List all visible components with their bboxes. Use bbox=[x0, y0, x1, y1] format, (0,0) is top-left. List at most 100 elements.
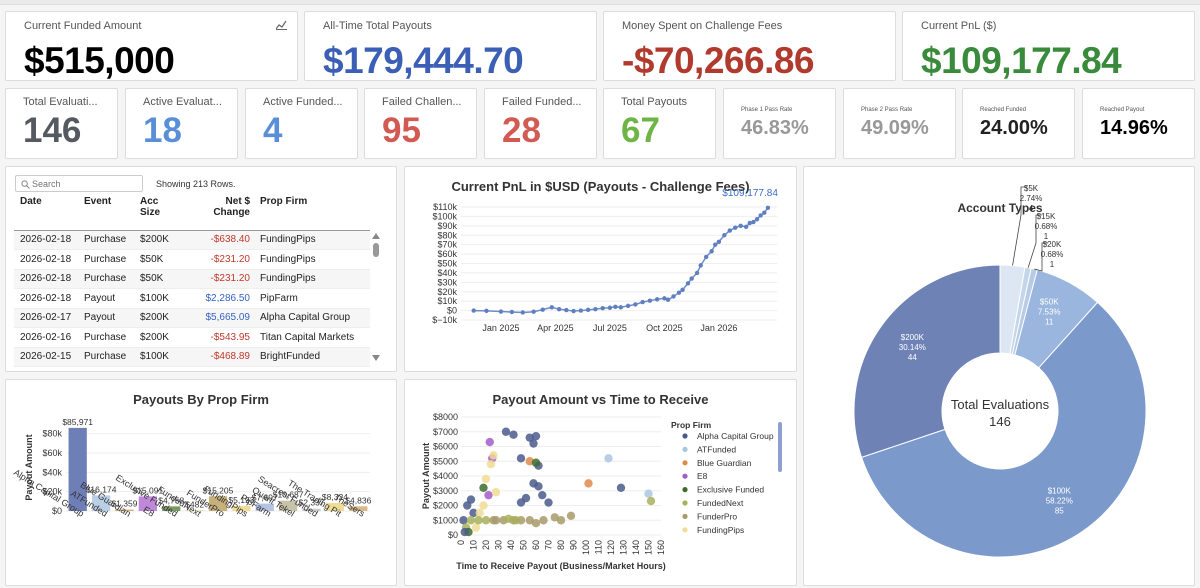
pnl-point bbox=[709, 249, 714, 254]
pnl-point bbox=[549, 305, 555, 310]
chart-icon[interactable] bbox=[275, 20, 287, 33]
y-tick-label: $100k bbox=[432, 211, 457, 221]
scroll-down-icon[interactable] bbox=[372, 355, 380, 361]
rate-reached-funded: Reached Funded 24.00% bbox=[962, 88, 1075, 159]
bar-value-label: $7,697 bbox=[252, 493, 278, 503]
rate-value: 46.83% bbox=[741, 117, 809, 139]
scroll-thumb[interactable] bbox=[373, 243, 379, 257]
slice-label-count: 1 bbox=[1050, 260, 1055, 269]
pnl-point bbox=[498, 309, 504, 314]
slice-label-count: 85 bbox=[1055, 506, 1064, 515]
scroll-up-icon[interactable] bbox=[372, 233, 380, 239]
slice-label-pct: 30.14% bbox=[899, 343, 926, 352]
x-tick-label: 0 bbox=[456, 540, 466, 545]
legend-label: FundingPips bbox=[697, 525, 744, 535]
x-tick-label: 120 bbox=[606, 540, 616, 555]
pnl-point bbox=[578, 308, 584, 313]
slice-label-count: 44 bbox=[908, 353, 917, 362]
col-prop-firm[interactable]: Prop Firm bbox=[254, 196, 370, 231]
table-scrollbar[interactable] bbox=[372, 233, 380, 363]
donut-center-label: Total Evaluations bbox=[951, 397, 1050, 412]
x-tick-label: 150 bbox=[644, 540, 654, 555]
x-tick-label: 110 bbox=[594, 540, 604, 554]
kpi-value: 95 bbox=[382, 111, 421, 150]
pnl-chart-title: Current PnL in $USD (Payouts - Challenge… bbox=[451, 179, 750, 194]
bar-value-label: $15,091 bbox=[132, 485, 163, 495]
scatter-point bbox=[525, 516, 534, 525]
scatter-point bbox=[460, 527, 469, 537]
y-tick-label: $90k bbox=[437, 221, 457, 231]
kpi-total-payouts: Total Payouts 67 bbox=[603, 88, 716, 159]
scatter-point bbox=[485, 437, 494, 447]
pnl-point bbox=[765, 205, 771, 210]
legend-label: ATFunded bbox=[697, 444, 736, 454]
bar-value-label: $10,687 bbox=[273, 490, 304, 500]
legend-label: Blue Guardian bbox=[697, 458, 752, 468]
pnl-point bbox=[747, 220, 752, 226]
bar-value-label: $4,758 bbox=[158, 495, 184, 505]
table-row[interactable]: 2026-02-15 Purchase $100K -$468.89 BrightFun… bbox=[14, 347, 370, 367]
slice-label-pct: 0.68% bbox=[1041, 250, 1064, 259]
scatter-point bbox=[466, 516, 476, 525]
table-row[interactable]: 2026-02-17 Payout $200K $5,665.09 Alpha Capi… bbox=[14, 308, 370, 328]
donut-title: Account Types bbox=[957, 201, 1042, 215]
table-row[interactable]: 2026-02-18 Purchase $200K -$638.40 FundingPi… bbox=[14, 230, 370, 250]
pnl-point bbox=[716, 239, 722, 245]
bar bbox=[162, 506, 181, 511]
search-input[interactable] bbox=[32, 177, 138, 190]
rate-label: Phase 1 Pass Rate bbox=[741, 107, 793, 113]
x-tick-label: Apr 2025 bbox=[537, 323, 574, 333]
scatter-point bbox=[469, 508, 478, 518]
donut-slice bbox=[860, 301, 1147, 558]
y-tick-label: $50k bbox=[437, 259, 457, 269]
y-tick-label: $4000 bbox=[433, 471, 458, 481]
table-row[interactable]: 2026-02-18 Purchase $50K -$231.20 FundingPip… bbox=[14, 249, 370, 270]
col-acc-size[interactable]: Acc Size bbox=[134, 196, 182, 231]
pnl-point bbox=[509, 309, 515, 315]
payout-scatter-chart: $8000 $7000 $6000 $5000 $4000 $3000 $2000 $1000… bbox=[421, 412, 782, 571]
bar-value-label: $4,836 bbox=[345, 495, 371, 505]
total-payouts-card: All-Time Total Payouts $179,444.70 bbox=[304, 11, 597, 81]
slice-label-name: $20K bbox=[1043, 240, 1062, 249]
y-axis-title: Payout Amount bbox=[24, 434, 34, 500]
pnl-point bbox=[743, 224, 749, 229]
col-date[interactable]: Date bbox=[14, 196, 78, 231]
col-net-change[interactable]: Net $ Change bbox=[182, 196, 254, 231]
pnl-point bbox=[662, 296, 667, 301]
scatter-point bbox=[544, 498, 553, 507]
row-count: Showing 213 Rows. bbox=[156, 179, 236, 189]
pnl-point bbox=[484, 308, 489, 314]
scatter-point bbox=[501, 427, 511, 436]
kpi-label: Failed Funded... bbox=[502, 96, 582, 108]
pnl-point bbox=[625, 303, 631, 309]
pnl-point bbox=[531, 309, 536, 314]
bar-value-label: $2,337 bbox=[299, 498, 325, 508]
pnl-point bbox=[593, 306, 598, 312]
legend-scrollbar bbox=[778, 422, 782, 472]
scatter-point bbox=[644, 489, 653, 498]
challenge-fees-label: Money Spent on Challenge Fees bbox=[622, 20, 783, 32]
scatter-point bbox=[516, 454, 526, 463]
pnl-point bbox=[698, 263, 703, 268]
y-tick-label: $2000 bbox=[433, 501, 458, 511]
kpi-active-evaluations: Active Evaluat... 18 bbox=[125, 88, 238, 159]
y-tick-label: $1000 bbox=[433, 515, 458, 525]
scatter-point bbox=[489, 451, 498, 460]
payouts-by-firm-panel: Payouts By Prop Firm $80k $60k $40k $20k $0 P… bbox=[5, 379, 397, 586]
table-row[interactable]: 2026-02-18 Payout $100K $2,286.50 PipFarm bbox=[14, 288, 370, 309]
challenge-fees-card: Money Spent on Challenge Fees -$70,266.8… bbox=[603, 11, 896, 81]
pnl-point bbox=[613, 304, 618, 310]
kpi-total-evaluations: Total Evaluati... 146 bbox=[5, 88, 118, 159]
donut-center-value: 146 bbox=[989, 414, 1011, 429]
slice-label-pct: 0.68% bbox=[1035, 222, 1058, 231]
slice-label-name: $15K bbox=[1037, 212, 1056, 221]
legend-marker bbox=[682, 487, 688, 493]
scatter-point bbox=[538, 490, 547, 500]
table-row[interactable]: 2026-02-18 Purchase $50K -$231.20 FundingPip… bbox=[14, 269, 370, 289]
account-types-panel: Account Types $100K 58.22% 85 $200K 30.14% 44 $… bbox=[803, 166, 1195, 586]
col-event[interactable]: Event bbox=[78, 196, 134, 231]
y-tick-label: $6000 bbox=[433, 442, 458, 452]
table-row[interactable]: 2026-02-16 Purchase $200K -$543.95 Titan Cap… bbox=[14, 327, 370, 348]
legend-label: Exclusive Funded bbox=[697, 485, 764, 495]
